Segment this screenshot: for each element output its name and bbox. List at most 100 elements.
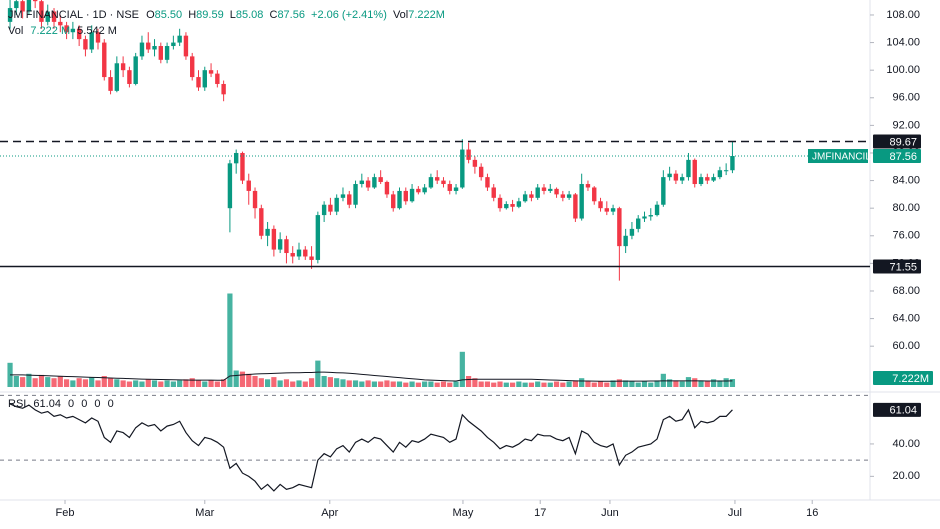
x-tick-label: 17 <box>534 507 546 519</box>
candle-body <box>246 180 251 191</box>
candle-body <box>610 208 616 212</box>
candle-body <box>403 190 408 202</box>
candle-body <box>70 28 76 33</box>
volume-bar <box>164 380 170 387</box>
candle-body <box>686 159 691 178</box>
volume-bar <box>239 371 246 387</box>
volume-bar <box>723 378 729 387</box>
volume-bar <box>579 378 585 387</box>
volume-bar <box>623 380 629 387</box>
volume-bar <box>208 380 214 387</box>
volume-bar <box>428 381 434 387</box>
volume-bar <box>57 376 63 387</box>
volume-bar <box>195 380 202 387</box>
volume-bar <box>120 380 126 387</box>
rsi-label: 61.04 <box>889 405 917 417</box>
candle-body <box>158 46 164 60</box>
volume-bar <box>641 381 648 387</box>
candle-body <box>221 83 226 95</box>
candle-body <box>328 204 333 212</box>
x-tick-label: Feb <box>56 507 75 519</box>
candle-body <box>573 194 578 219</box>
volume-bar <box>158 381 164 387</box>
candle-body <box>579 184 584 219</box>
candle-body <box>598 201 603 209</box>
candle-body <box>120 63 126 71</box>
legend-value: 0 <box>94 398 100 410</box>
candle-body <box>397 190 402 209</box>
candle-body <box>139 42 145 57</box>
candle-body <box>303 249 308 257</box>
volume-bar <box>233 370 239 387</box>
volume-bar <box>26 373 32 387</box>
last-price-label: 87.56 <box>889 151 917 163</box>
volume-bar <box>478 381 484 387</box>
volume-bar <box>82 379 89 387</box>
volume-bar <box>673 380 679 387</box>
candle-body <box>466 149 471 160</box>
candle-body <box>548 188 553 191</box>
candle-body <box>271 228 277 250</box>
y-tick-label: 60.00 <box>892 340 920 352</box>
level-label: 71.55 <box>889 261 917 273</box>
y-tick-label: 104.00 <box>886 36 920 48</box>
volume-bar <box>7 362 13 387</box>
volume-bar <box>302 381 308 387</box>
candle-body <box>259 208 264 236</box>
candle-body <box>321 204 327 216</box>
volume-bar <box>70 380 76 387</box>
candle-body <box>478 166 484 178</box>
volume-bar <box>535 381 541 387</box>
volume-bar <box>264 379 271 387</box>
x-tick-label: May <box>453 507 474 519</box>
candle-body <box>416 188 421 193</box>
candle-body <box>629 228 635 236</box>
volume-bar <box>572 380 578 387</box>
candle-body <box>491 187 496 198</box>
volume-bar <box>591 382 597 387</box>
volume-bar <box>183 379 189 387</box>
legend-value: 0 <box>68 398 74 410</box>
candle-body <box>83 39 88 50</box>
level-label-bg <box>873 259 921 274</box>
y-tick-label: 80.00 <box>892 202 920 214</box>
candle-body <box>636 218 641 229</box>
candle-body <box>296 249 302 257</box>
candle-body <box>190 56 195 78</box>
candle-body <box>26 0 32 12</box>
volume-bar <box>221 379 227 387</box>
candle-body <box>340 194 346 198</box>
volume-bar <box>359 381 365 387</box>
volume-bar <box>107 378 114 387</box>
rsi-label-bg <box>873 402 921 417</box>
candle-body <box>183 35 189 57</box>
volume-bar <box>352 380 359 387</box>
candle-body <box>648 215 653 217</box>
candle-body <box>592 187 597 202</box>
x-tick-label: Jul <box>728 507 742 519</box>
candle-body <box>617 208 622 247</box>
candle-body <box>152 46 157 50</box>
candle-body <box>428 177 434 188</box>
volume-bar <box>384 380 390 387</box>
volume-bar <box>315 360 321 387</box>
volume-bar <box>170 381 176 387</box>
candle-body <box>102 42 107 78</box>
y-tick-label: 40.00 <box>892 438 920 450</box>
volume-bar <box>114 379 120 387</box>
y-tick-label: 92.00 <box>892 119 920 131</box>
volume-bar <box>283 379 290 387</box>
candle-body <box>89 32 94 50</box>
volume-bar <box>729 379 736 387</box>
candle-body <box>585 184 591 188</box>
legend-value: 5.542 M <box>77 25 117 37</box>
volume-bar <box>189 378 195 387</box>
rsi-legend: RSI 61.04 0 0 0 0 <box>8 398 114 410</box>
candle-body <box>378 177 383 182</box>
volume-bar <box>327 377 334 387</box>
volume-bar <box>390 381 396 387</box>
candle-body <box>384 181 390 195</box>
candle-body <box>127 70 132 84</box>
candle-body <box>76 28 82 40</box>
